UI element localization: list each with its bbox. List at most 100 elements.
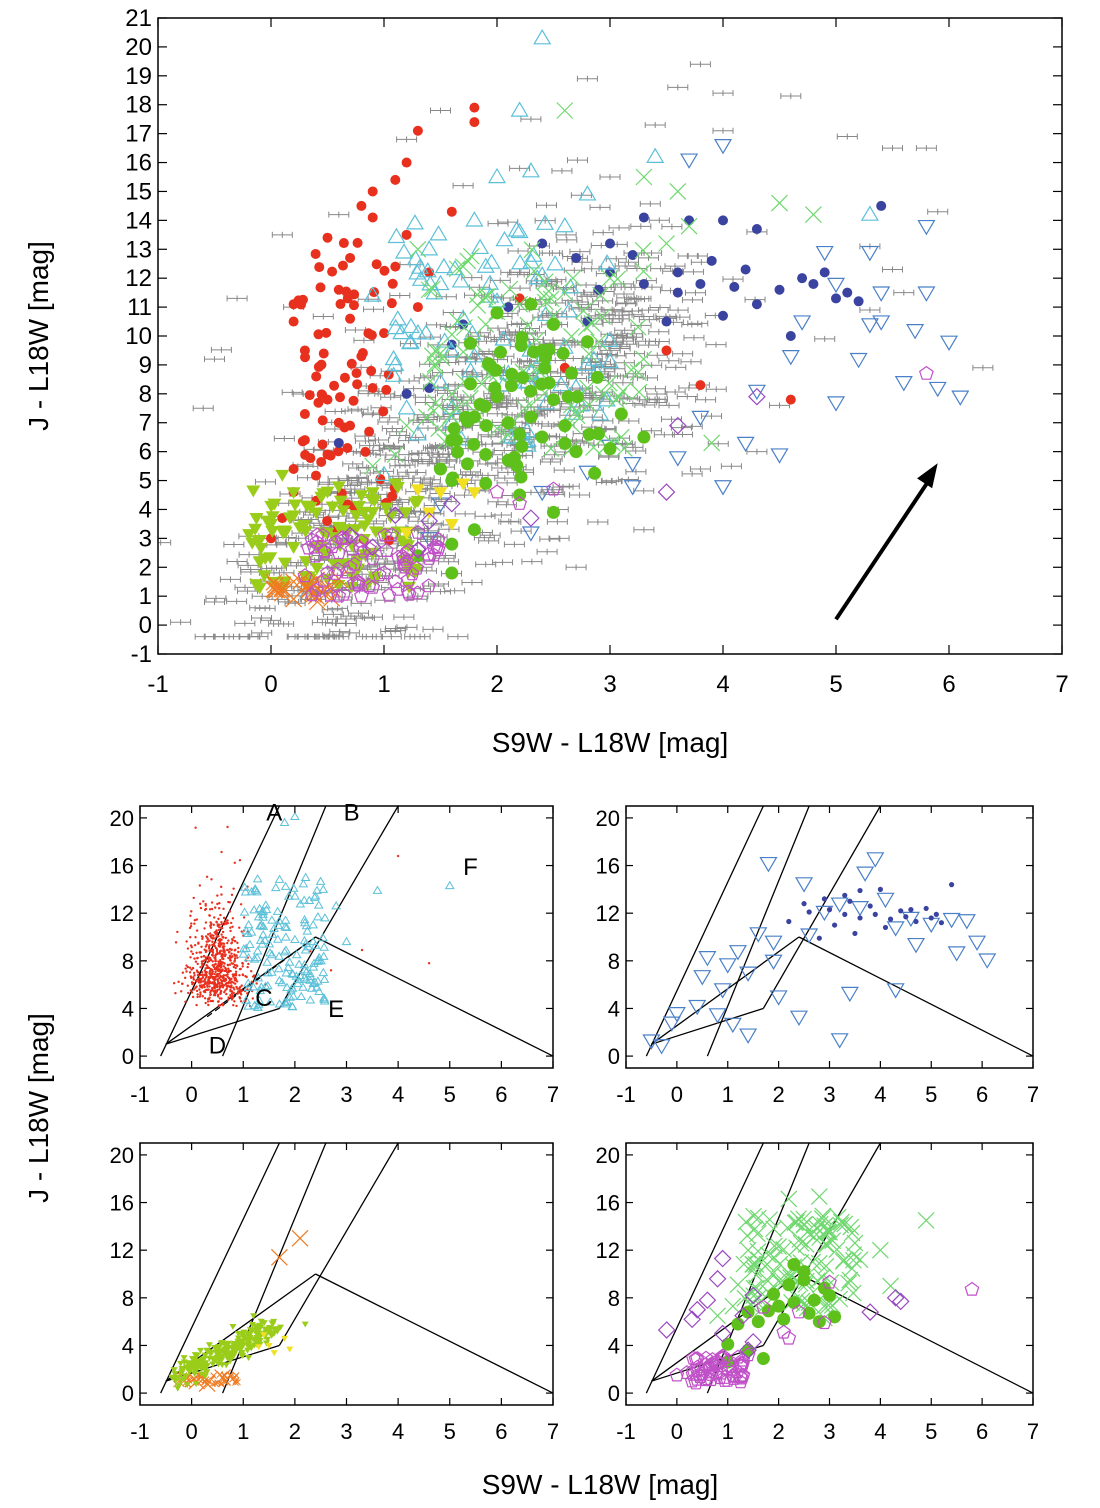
data-point — [274, 874, 285, 883]
data-point — [208, 969, 212, 973]
data-point — [232, 981, 235, 984]
data-point — [695, 396, 717, 403]
data-point — [578, 185, 597, 201]
data-point — [826, 277, 846, 294]
data-point — [487, 167, 507, 184]
data-point — [522, 509, 540, 527]
data-point — [430, 531, 446, 547]
data-point — [521, 558, 543, 565]
data-point — [214, 1361, 222, 1368]
data-point — [947, 946, 966, 962]
data-point — [313, 900, 324, 909]
main-y-axis-label: J - L18W [mag] — [23, 241, 54, 431]
data-point — [672, 287, 683, 298]
data-point — [309, 534, 325, 549]
boundary-line — [160, 806, 280, 1057]
y-tick-label: 0 — [608, 1381, 620, 1406]
data-point — [376, 565, 392, 580]
data-point — [662, 1016, 681, 1032]
data-point — [276, 1324, 284, 1331]
data-point — [255, 1344, 263, 1351]
data-point — [949, 882, 955, 888]
data-point — [493, 345, 507, 359]
data-point — [277, 557, 292, 570]
data-point — [681, 296, 703, 303]
data-point — [635, 262, 652, 280]
data-point — [500, 518, 522, 525]
data-point — [233, 957, 237, 960]
y-tick-label: 10 — [125, 323, 152, 350]
data-point — [225, 1345, 233, 1352]
data-point — [648, 328, 670, 335]
data-point — [322, 232, 333, 243]
data-point — [658, 402, 680, 409]
data-point — [384, 349, 403, 366]
data-point — [229, 929, 232, 933]
data-point — [200, 971, 204, 974]
y-tick-label: 4 — [608, 996, 620, 1021]
data-point — [215, 965, 219, 969]
data-point — [215, 1344, 223, 1351]
data-point — [840, 1274, 858, 1292]
data-point — [256, 1322, 264, 1329]
data-point — [209, 993, 212, 996]
data-point — [387, 227, 406, 244]
boundary-dashed — [206, 936, 316, 1018]
data-point — [224, 936, 227, 940]
data-point — [362, 633, 384, 640]
data-point — [192, 405, 214, 412]
data-point — [390, 581, 406, 596]
data-point — [387, 278, 398, 289]
data-point — [546, 518, 568, 525]
data-point — [228, 963, 232, 966]
data-point — [776, 1324, 792, 1339]
data-point — [188, 971, 192, 974]
data-point — [819, 267, 830, 278]
data-point — [815, 245, 834, 262]
data-point — [760, 1246, 777, 1264]
data-point — [208, 914, 211, 917]
data-point — [514, 470, 528, 484]
data-point — [227, 998, 230, 1002]
y-tick-label: 6 — [139, 439, 152, 466]
data-point — [296, 579, 314, 596]
data-point — [240, 930, 243, 933]
data-point — [322, 611, 344, 618]
data-point — [226, 598, 248, 605]
data-point — [751, 1315, 765, 1329]
data-point — [204, 945, 208, 948]
data-point — [206, 988, 209, 991]
x-tick-label: 3 — [603, 671, 616, 698]
data-point — [234, 1378, 241, 1386]
data-point — [254, 478, 276, 485]
data-point — [243, 920, 254, 929]
data-point — [205, 875, 209, 879]
data-point — [206, 1000, 210, 1003]
series-lightgreen — [364, 102, 822, 475]
data-point — [385, 625, 407, 632]
data-point — [264, 519, 278, 531]
data-point — [288, 299, 299, 310]
series-lightblue — [420, 139, 970, 548]
data-point — [267, 949, 277, 959]
x-tick-label: 7 — [547, 1419, 559, 1444]
data-point — [842, 287, 853, 298]
data-point — [206, 933, 210, 936]
data-point — [414, 399, 436, 406]
data-point — [229, 1323, 237, 1330]
data-point — [342, 442, 353, 453]
data-point — [399, 545, 415, 560]
data-point — [210, 878, 213, 881]
data-point — [318, 951, 329, 960]
data-point — [764, 954, 783, 971]
data-point — [901, 911, 920, 928]
data-point — [422, 626, 444, 633]
data-point — [320, 565, 335, 580]
data-point — [177, 1360, 185, 1367]
x-tick-label: 3 — [340, 1419, 352, 1444]
data-point — [504, 379, 518, 393]
data-point — [483, 334, 505, 341]
data-point — [224, 978, 228, 982]
data-point — [713, 139, 733, 155]
data-point — [680, 217, 698, 235]
